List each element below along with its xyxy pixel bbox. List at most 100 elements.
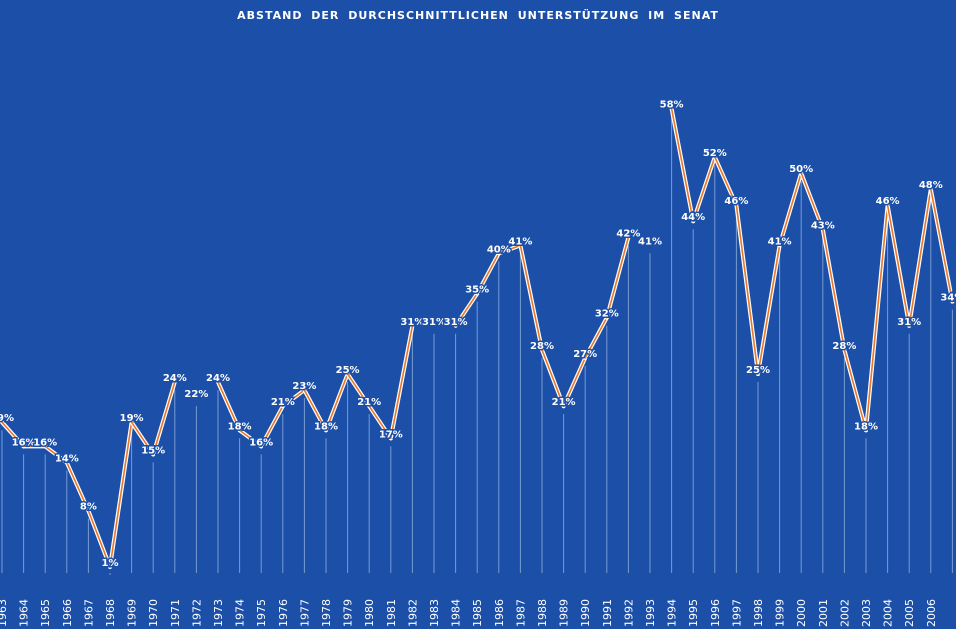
x-tick-label: 1993 [644, 599, 657, 627]
data-label: 25% [336, 365, 360, 376]
series-segment [152, 381, 176, 456]
data-label: 24% [163, 373, 187, 384]
data-label: 42% [616, 228, 640, 239]
series-segment [757, 244, 781, 375]
series-segment [260, 405, 284, 448]
data-label: 1% [102, 558, 119, 569]
data-label: 21% [357, 397, 381, 408]
data-label: 41% [768, 236, 792, 247]
data-label: 14% [55, 453, 79, 464]
series-segment [821, 228, 846, 351]
x-axis-ticks: 1963 1964 1965 1966 1967 1968 1969 1970 1971 1972… [0, 599, 938, 627]
data-label: 25% [746, 365, 770, 376]
series-segment [584, 316, 608, 359]
series-segment [389, 324, 414, 440]
data-label: 50% [789, 164, 813, 175]
data-label: 48% [919, 180, 943, 191]
data-label: 46% [876, 196, 900, 207]
series-segment [692, 156, 716, 223]
series-segment [325, 373, 349, 432]
x-tick-label: 1984 [450, 599, 463, 627]
series-segment [281, 389, 306, 407]
series-segment [87, 509, 111, 568]
data-label: 58% [660, 100, 684, 111]
series-segment [130, 421, 154, 456]
data-label: 31% [400, 317, 424, 328]
data-label: 18% [854, 421, 878, 432]
series-segment [886, 204, 911, 327]
data-label: 52% [703, 148, 727, 159]
series-segment [44, 445, 68, 464]
series-segment [303, 389, 327, 432]
series-segment [1, 421, 25, 448]
x-tick-label: 2003 [860, 599, 873, 627]
data-label: 41% [508, 236, 532, 247]
series-segment [865, 204, 889, 432]
x-tick-label: 1975 [255, 599, 268, 627]
data-label: 28% [832, 341, 856, 352]
x-tick-label: 1974 [234, 599, 247, 627]
data-label: 43% [811, 220, 835, 231]
x-tick-label: 2002 [838, 599, 851, 627]
chart-title: ABSTAND DER DURCHSCHNITTLICHEN UNTERSTÜT… [237, 9, 719, 22]
series-segment [713, 156, 738, 206]
x-tick-label: 1968 [104, 599, 117, 627]
x-tick-label: 1972 [190, 599, 203, 627]
series-segment [908, 188, 932, 327]
x-tick-label: 1991 [601, 599, 614, 627]
data-label: 21% [271, 397, 295, 408]
x-tick-label: 1970 [147, 599, 160, 627]
x-tick-label: 1994 [666, 599, 679, 627]
series-segment [800, 172, 824, 231]
series-segment [778, 172, 803, 247]
data-label: 41% [638, 236, 662, 247]
x-tick-label: 1983 [428, 599, 441, 627]
data-label: 18% [314, 421, 338, 432]
x-tick-label: 1990 [579, 599, 592, 627]
data-label: 19% [120, 413, 144, 424]
x-tick-label: 1979 [342, 599, 355, 627]
data-label: 31% [422, 317, 446, 328]
x-tick-label: 2004 [882, 599, 895, 627]
x-tick-label: 1971 [169, 599, 182, 627]
series-segment [238, 429, 263, 448]
data-label: 22% [184, 389, 208, 400]
x-tick-label: 1966 [61, 599, 74, 627]
series-segment [66, 461, 90, 512]
data-label: 32% [595, 309, 619, 320]
x-tick-label: 1967 [82, 599, 95, 627]
data-label: 16% [12, 437, 36, 448]
series-segment [562, 357, 587, 407]
x-tick-label: 1995 [687, 599, 700, 627]
x-tick-label: 1963 [0, 599, 9, 627]
x-tick-label: 1976 [277, 599, 290, 627]
series-segment [217, 381, 241, 432]
x-tick-label: 2000 [795, 599, 808, 627]
x-tick-label: 1989 [558, 599, 571, 627]
data-label: 17% [379, 429, 403, 440]
x-tick-label: 1969 [126, 599, 139, 627]
series-segment [735, 204, 759, 375]
series-segment [670, 107, 695, 223]
data-labels: 19%16%16%14%8%1%19%15%24%22%24%18%16%21%… [0, 98, 956, 570]
data-label: 24% [206, 373, 230, 384]
x-tick-label: 1980 [363, 599, 376, 627]
series-segment [519, 244, 543, 351]
data-label: 44% [681, 212, 705, 223]
series-segment [605, 236, 630, 319]
x-tick-label: 1965 [39, 599, 52, 627]
series-segment [929, 188, 954, 303]
x-tick-label: 1964 [18, 599, 31, 627]
data-label: 16% [249, 437, 273, 448]
data-label: 23% [292, 381, 316, 392]
data-label: 40% [487, 244, 511, 255]
data-label: 31% [444, 317, 468, 328]
x-tick-label: 1981 [385, 599, 398, 627]
x-tick-label: 1997 [730, 599, 743, 627]
data-label: 35% [465, 285, 489, 296]
data-label: 8% [80, 502, 97, 513]
data-label: 15% [141, 445, 165, 456]
x-tick-label: 2006 [925, 599, 938, 627]
